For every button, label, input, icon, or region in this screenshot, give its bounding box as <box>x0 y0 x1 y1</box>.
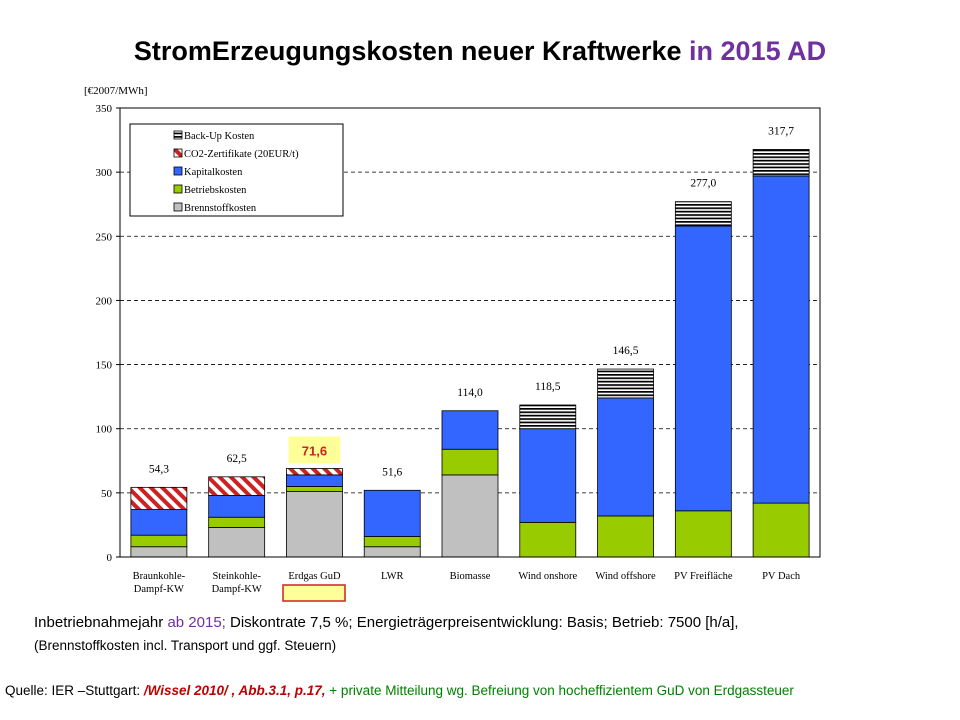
note-line-1b: ab 2015; <box>167 614 226 631</box>
total-label: 118,5 <box>535 381 561 393</box>
axes: 0 50 100 150 200 250 300 350 Braunkohle- Dampf-KW… <box>96 103 820 595</box>
note-line-1a: Inbetriebnahmejahr <box>34 614 164 631</box>
bar-segment-kapital <box>208 495 266 518</box>
legend: Back-Up Kosten CO2-Zertifikate (20EUR/t) K… <box>129 123 344 217</box>
highlight-box-bottom <box>282 584 346 602</box>
legend-label: CO2-Zertifikate (20EUR/t) <box>184 149 299 160</box>
y-axis-label: [€2007/MWh] <box>84 85 148 97</box>
bar-segment-brennstoff <box>441 474 499 558</box>
bar-segment-backup <box>597 368 654 399</box>
highlight-callout-box <box>288 436 341 464</box>
bar-segment-betrieb <box>674 510 732 558</box>
x-tick-label: Biomasse <box>450 571 491 582</box>
legend-swatch-backup <box>173 130 183 140</box>
bar-segment-kapital <box>597 397 654 517</box>
bar-segment-kapital <box>519 428 577 523</box>
x-tick-label: Wind onshore <box>518 571 577 582</box>
bar-segment-kapital <box>286 474 343 487</box>
bar-segment-backup <box>519 404 577 430</box>
bar-segment-betrieb <box>752 502 810 558</box>
legend-box <box>129 123 344 217</box>
total-label: 317,7 <box>768 125 794 137</box>
source-ref: /Wissel 2010/ , Abb.3.1, p.17, <box>143 683 326 698</box>
bar-segment-brennstoff <box>208 527 266 558</box>
note-line-1: Inbetriebnahmejahr ab 2015; Diskontrate … <box>34 614 739 631</box>
bar-segment-kapital <box>130 509 188 536</box>
legend-swatch-brennstoff <box>173 202 183 212</box>
bar-segment-backup <box>674 201 732 227</box>
total-label: 51,6 <box>382 466 402 478</box>
x-tick-label: PV Freifläche <box>674 571 733 582</box>
bar-segment-betrieb <box>519 521 577 558</box>
legend-label: Brennstoffkosten <box>184 203 257 214</box>
x-tick-label: Braunkohle- <box>133 571 186 582</box>
legend-label: Back-Up Kosten <box>184 131 255 142</box>
bar-segment-kapital <box>441 410 499 450</box>
total-label: 54,3 <box>149 463 169 475</box>
legend-label: Betriebskosten <box>184 185 247 196</box>
chart-title-accent: in 2015 AD <box>689 36 827 66</box>
x-tick-label: Steinkohle- <box>212 571 261 582</box>
bar-segment-co2 <box>208 476 266 496</box>
y-tick-label: 300 <box>96 167 113 179</box>
source-suffix: + private Mitteilung wg. Befreiung von h… <box>325 683 794 698</box>
bar-segment-betrieb <box>441 448 499 476</box>
legend-swatch-kapital <box>173 166 183 176</box>
source-line: Quelle: IER –Stuttgart: /Wissel 2010/ , … <box>5 683 794 698</box>
total-label: 277,0 <box>690 178 716 190</box>
bar-segment-brennstoff <box>286 491 343 558</box>
bar-segment-kapital <box>674 225 732 512</box>
y-tick-label: 150 <box>96 360 113 372</box>
chart-title-main: StromErzeugungskosten neuer Kraftwerke <box>133 36 682 66</box>
bar-segment-kapital <box>363 489 421 537</box>
bar-segment-backup <box>752 149 810 177</box>
x-tick-label: Dampf-KW <box>134 584 184 595</box>
y-tick-label: 0 <box>107 552 113 564</box>
bar-segment-betrieb <box>363 536 421 548</box>
bar-segment-brennstoff <box>130 546 188 558</box>
legend-swatch-co2 <box>173 148 183 158</box>
y-tick-label: 350 <box>96 103 113 115</box>
x-tick-label: Erdgas GuD <box>288 571 341 582</box>
x-tick-label: PV Dach <box>762 571 801 582</box>
total-label: 114,0 <box>457 387 483 399</box>
total-label: 62,5 <box>227 453 247 465</box>
bar-segment-betrieb <box>286 486 343 492</box>
legend-label: Kapitalkosten <box>184 167 243 178</box>
y-tick-label: 100 <box>96 424 113 436</box>
total-label: 146,5 <box>613 345 639 357</box>
note-line-1c: Diskontrate 7,5 %; Energieträgerpreisent… <box>230 614 739 631</box>
x-tick-label: LWR <box>381 571 404 582</box>
bar-segment-co2 <box>286 468 343 476</box>
legend-swatch-betrieb <box>173 184 183 194</box>
y-tick-label: 200 <box>96 295 113 307</box>
x-tick-label: Dampf-KW <box>212 584 262 595</box>
bar-segment-betrieb <box>597 515 654 558</box>
highlight-callout-label: 71,6 <box>302 443 327 458</box>
bar-segment-brennstoff <box>363 546 421 558</box>
y-tick-label: 250 <box>96 231 113 243</box>
note-line-2: (Brennstoffkosten incl. Transport und gg… <box>34 638 337 653</box>
source-prefix: Quelle: IER –Stuttgart: <box>5 683 144 698</box>
bar-segment-kapital <box>752 175 810 504</box>
x-tick-label: Wind offshore <box>595 571 656 582</box>
bar-segment-betrieb <box>130 534 188 548</box>
chart-title: StromErzeugungskosten neuer Kraftwerke i… <box>0 36 960 67</box>
bars: 54,3 62,5 71,6 51,6 114,0 118,5 146,5 277,0 317,… <box>130 125 810 558</box>
bar-segment-co2 <box>130 486 188 510</box>
y-tick-label: 50 <box>101 488 113 500</box>
bar-segment-betrieb <box>208 516 266 528</box>
